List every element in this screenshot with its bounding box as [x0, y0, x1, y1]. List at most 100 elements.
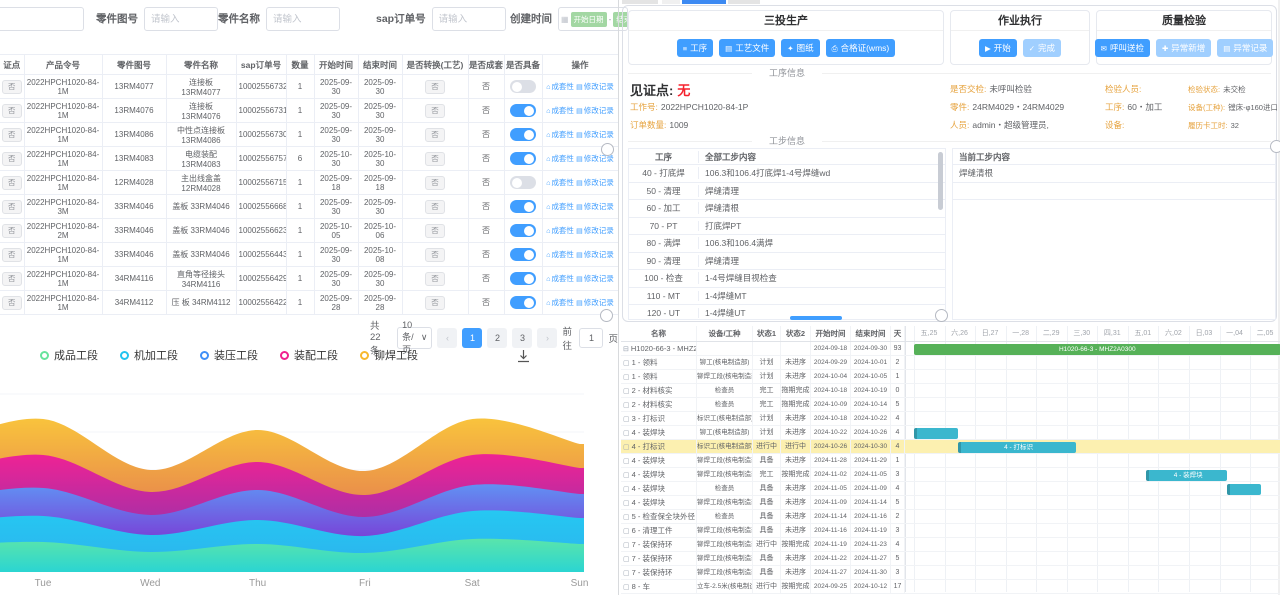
gantt-row[interactable]: ▢8 - 车立车-2.5米(核电制造部)进行中按期完成2024-09-25202…: [621, 580, 1280, 594]
witness-pill[interactable]: 否: [2, 247, 22, 262]
goto-page-input[interactable]: [579, 327, 604, 348]
gantt-row[interactable]: ▢ 2 - 材料核实 检查员 完工 拖期完成 2024-10-18 2024-10-19 0: [621, 384, 1280, 398]
set-link[interactable]: ⌂成套性: [546, 106, 574, 115]
split-handle[interactable]: [1270, 140, 1280, 153]
witness-pill[interactable]: 否: [2, 199, 22, 214]
split-handle[interactable]: [600, 309, 613, 322]
split-handle[interactable]: [601, 143, 614, 156]
gantt-row[interactable]: ▢ 5 - 检查保全块外径 检查员 具备 未进序 2024-11-14 2024-11-16…: [621, 510, 1280, 524]
converted-pill[interactable]: 否: [425, 79, 445, 94]
ready-toggle[interactable]: [510, 296, 536, 309]
record-link[interactable]: ▤修改记录: [576, 202, 614, 211]
record-link[interactable]: ▤修改记录: [576, 82, 614, 91]
converted-pill[interactable]: 否: [425, 127, 445, 142]
record-link[interactable]: ▤修改记录: [576, 226, 614, 235]
ready-toggle[interactable]: [510, 224, 536, 237]
gantt-row[interactable]: ▢ 4 - 装焊块 检查员 具备 未进序 2024-11-05 2024-11-09 4: [621, 482, 1280, 496]
witness-pill[interactable]: 否: [2, 151, 22, 166]
ready-toggle[interactable]: [510, 176, 536, 189]
converted-pill[interactable]: 否: [425, 247, 445, 262]
set-link[interactable]: ⌂成套性: [546, 250, 574, 259]
legend-item-2[interactable]: 装压工段: [200, 347, 258, 363]
witness-pill[interactable]: 否: [2, 103, 22, 118]
gantt-bar[interactable]: 4 - 打标识: [958, 441, 1076, 453]
ready-toggle[interactable]: [510, 248, 536, 261]
呼叫送检-button[interactable]: ✉ 呼叫送检: [1094, 38, 1150, 57]
start-date-pill[interactable]: 开始日期: [570, 11, 607, 27]
gantt-row[interactable]: ▢4 - 装焊块铆焊工段(核电制造部)完工按期完成2024-11-022024-…: [621, 468, 1280, 482]
ready-toggle[interactable]: [510, 80, 536, 93]
gantt-row[interactable]: ▢1 - 领料铆焊工段(核电制造部)计划未进序2024-10-042024-10…: [621, 370, 1280, 384]
filter-input-2[interactable]: [431, 7, 506, 31]
converted-pill[interactable]: 否: [425, 295, 445, 310]
gantt-row[interactable]: ⊟H1020-66-3 - MHZ2A03002024-09-182024-09…: [621, 342, 1280, 356]
工序-button[interactable]: ≡ 工序: [676, 38, 714, 57]
record-link[interactable]: ▤修改记录: [576, 130, 614, 139]
next-page-button[interactable]: ›: [537, 327, 558, 348]
gantt-row[interactable]: ▢4 - 装焊块铆焊工段(核电制造部)具备未进序2024-11-092024-1…: [621, 496, 1280, 510]
gantt-bar[interactable]: [914, 427, 959, 439]
record-link[interactable]: ▤修改记录: [576, 250, 614, 259]
witness-pill[interactable]: 否: [2, 127, 22, 142]
record-link[interactable]: ▤修改记录: [576, 106, 614, 115]
witness-pill[interactable]: 否: [2, 223, 22, 238]
ready-toggle[interactable]: [510, 104, 536, 117]
set-link[interactable]: ⌂成套性: [546, 82, 574, 91]
set-link[interactable]: ⌂成套性: [546, 178, 574, 187]
gantt-bar[interactable]: 4 - 装焊块: [1146, 469, 1228, 481]
page-button-1[interactable]: 1: [462, 327, 483, 348]
converted-pill[interactable]: 否: [425, 175, 445, 190]
set-link[interactable]: ⌂成套性: [546, 130, 574, 139]
legend-item-3[interactable]: 装配工段: [280, 347, 338, 363]
gantt-row[interactable]: ▢7 - 装保持环铆焊工段(核电制造部)具备未进序2024-11-222024-…: [621, 552, 1280, 566]
download-icon[interactable]: [516, 349, 531, 369]
filter-input-1[interactable]: [266, 7, 340, 31]
tab-inactive[interactable]: [662, 0, 680, 4]
steps-horizontal-scrollbar[interactable]: [790, 316, 842, 320]
converted-pill[interactable]: 否: [425, 223, 445, 238]
date-range-picker[interactable]: ▦ 开始日期 - 结束日期: [558, 7, 628, 31]
gantt-bar[interactable]: [1227, 483, 1261, 495]
合格证(wms)-button[interactable]: ⎙ 合格证(wms): [825, 38, 896, 57]
converted-pill[interactable]: 否: [425, 271, 445, 286]
converted-pill[interactable]: 否: [425, 103, 445, 118]
gantt-row[interactable]: ▢7 - 装保持环铆焊工段(核电制造部)具备未进序2024-11-272024-…: [621, 566, 1280, 580]
witness-pill[interactable]: 否: [2, 295, 22, 310]
gantt-row[interactable]: ▢ 2 - 材料核实 检查员 完工 拖期完成 2024-10-09 2024-10-14 5: [621, 398, 1280, 412]
record-link[interactable]: ▤修改记录: [576, 274, 614, 283]
legend-item-0[interactable]: 成品工段: [40, 347, 98, 363]
steps-vertical-scrollbar[interactable]: [938, 152, 943, 210]
record-link[interactable]: ▤修改记录: [576, 154, 614, 163]
filter-input-0[interactable]: [144, 7, 218, 31]
set-link[interactable]: ⌂成套性: [546, 154, 574, 163]
converted-pill[interactable]: 否: [425, 151, 445, 166]
ready-toggle[interactable]: [510, 128, 536, 141]
完成-button[interactable]: ✓ 完成: [1022, 38, 1062, 57]
set-link[interactable]: ⌂成套性: [546, 226, 574, 235]
witness-pill[interactable]: 否: [2, 79, 22, 94]
tab-active[interactable]: [682, 0, 726, 4]
legend-item-1[interactable]: 机加工段: [120, 347, 178, 363]
witness-pill[interactable]: 否: [2, 175, 22, 190]
ready-toggle[interactable]: [510, 272, 536, 285]
page-button-2[interactable]: 2: [487, 327, 508, 348]
end-date-pill[interactable]: 结束日期: [613, 11, 627, 27]
异常新增-button[interactable]: ✚ 异常新增: [1155, 38, 1212, 57]
gantt-row[interactable]: ▢ 3 - 打标识 标识工(核电制造部) 计划 未进序 2024-10-18 2024-10…: [621, 412, 1280, 426]
set-link[interactable]: ⌂成套性: [546, 298, 574, 307]
ready-toggle[interactable]: [510, 152, 536, 165]
tab-inactive[interactable]: [622, 0, 658, 4]
page-size-select[interactable]: 10条/页 ∨: [397, 320, 433, 355]
set-link[interactable]: ⌂成套性: [546, 202, 574, 211]
gantt-bar[interactable]: H1020-66-3 - MHZ2A0300: [914, 343, 1280, 355]
prev-page-button[interactable]: ‹: [437, 327, 458, 348]
图纸-button[interactable]: ✦ 图纸: [781, 38, 820, 57]
开始-button[interactable]: ▶ 开始: [978, 38, 1017, 57]
clipped-filter-input[interactable]: [0, 7, 84, 31]
split-handle[interactable]: [935, 309, 948, 322]
record-link[interactable]: ▤修改记录: [576, 178, 614, 187]
legend-item-4[interactable]: 铆焊工段: [360, 347, 418, 363]
page-button-3[interactable]: 3: [512, 327, 533, 348]
gantt-row[interactable]: ▢ 4 - 装焊块 铆工(核电制造部) 计划 未进序 2024-10-22 2024-10-…: [621, 426, 1280, 440]
工艺文件-button[interactable]: ▤ 工艺文件: [719, 38, 776, 57]
